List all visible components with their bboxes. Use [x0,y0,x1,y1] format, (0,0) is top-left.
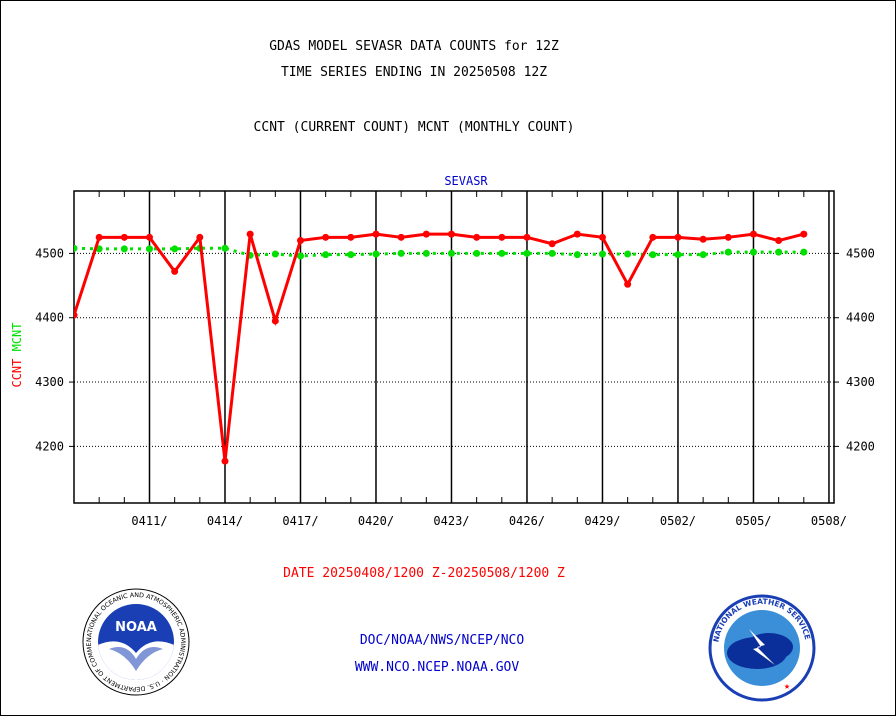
ylabel-ccnt: CCNT [10,351,24,387]
data-point-mcnt [775,248,783,256]
data-point-mcnt [548,249,556,257]
data-point-ccnt [598,233,606,241]
data-point-ccnt [145,233,153,241]
chart-title-line1: GDAS MODEL SEVASR DATA COUNTS for 12Z [269,39,559,54]
data-point-ccnt [221,457,229,465]
x-tick-label: 0417/ [282,514,318,528]
data-point-ccnt [171,267,179,275]
x-tick-label: 0420/ [358,514,394,528]
data-point-mcnt [171,245,179,253]
data-point-mcnt [397,249,405,257]
data-point-mcnt [145,245,153,253]
x-tick-label: 0429/ [584,514,620,528]
data-point-mcnt [749,248,757,256]
data-point-ccnt [498,233,506,241]
y-tick-label-left: 4400 [35,311,64,325]
series-line-ccnt [74,232,805,462]
org-path-label: DOC/NOAA/NWS/NCEP/NCO [359,633,525,648]
data-point-ccnt [196,233,204,241]
data-point-ccnt [724,233,732,241]
data-point-ccnt [749,230,757,238]
data-point-mcnt [447,249,455,257]
data-point-ccnt [447,230,455,238]
data-point-mcnt [221,244,229,252]
series-line-mcnt [74,246,804,258]
y-tick-label-left: 4500 [35,246,64,260]
data-point-ccnt [271,317,279,325]
data-point-ccnt [372,230,380,238]
x-tick-label: 0508/ [811,514,847,528]
data-point-ccnt [473,233,481,241]
data-point-mcnt [422,249,430,257]
x-tick-label: 0505/ [735,514,771,528]
chart-subtitle: CCNT (CURRENT COUNT) MCNT (MONTHLY COUNT… [253,120,575,135]
data-point-mcnt [699,251,707,259]
data-point-ccnt [322,233,330,241]
data-point-ccnt [523,233,531,241]
y-tick-label-left: 4300 [35,375,64,389]
data-point-mcnt [322,251,330,259]
svg-text:★: ★ [784,681,790,692]
y-tick-label-right: 4400 [846,311,875,325]
data-point-mcnt [74,244,78,252]
y-tick-label-left: 4200 [35,439,64,453]
data-point-ccnt [699,235,707,243]
website-label: WWW.NCO.NCEP.NOAA.GOV [354,660,520,675]
date-range-label: DATE 20250408/1200 Z-20250508/1200 Z [283,566,565,581]
chart-title-line2: TIME SERIES ENDING IN 20250508 12Z [280,65,548,80]
data-point-mcnt [347,251,355,259]
data-point-mcnt [624,250,632,258]
data-point-mcnt [598,250,606,258]
x-tick-label: 0502/ [660,514,696,528]
chart-instrument-title: SEVASR [444,174,488,188]
data-point-ccnt [548,240,556,248]
plot-frame [73,190,835,504]
data-point-ccnt [422,230,430,238]
ylabel-mcnt: MCNT [10,322,24,351]
data-point-mcnt [296,252,304,260]
data-point-ccnt [674,233,682,241]
x-tick-label: 0411/ [131,514,167,528]
data-point-ccnt [120,233,128,241]
data-point-mcnt [498,249,506,257]
noaa-word: NOAA [115,620,157,635]
data-point-ccnt [74,311,78,319]
x-tick-label: 0423/ [433,514,469,528]
data-point-ccnt [800,230,808,238]
data-point-mcnt [573,251,581,259]
data-point-ccnt [246,230,254,238]
y-tick-label-right: 4200 [846,439,875,453]
data-point-ccnt [624,280,632,288]
data-point-ccnt [775,237,783,245]
data-point-mcnt [120,245,128,253]
x-tick-label: 0414/ [207,514,243,528]
y-tick-label-right: 4500 [846,246,875,260]
data-point-mcnt [271,250,279,258]
y-axis-label: CCNT MCNT [10,322,24,387]
noaa-logo-icon: NOAA NATIONAL OCEANIC AND ATMOSPHERIC AD… [81,587,190,696]
data-point-mcnt [523,249,531,257]
data-point-ccnt [397,233,405,241]
nws-logo-icon: ★ NATIONAL WEATHER SERVICE [708,594,816,702]
data-point-ccnt [95,233,103,241]
data-point-ccnt [296,237,304,245]
data-point-mcnt [674,251,682,259]
data-point-mcnt [473,249,481,257]
data-point-ccnt [649,233,657,241]
data-point-mcnt [724,248,732,256]
data-point-mcnt [372,250,380,258]
data-point-mcnt [800,248,808,256]
data-point-ccnt [347,233,355,241]
x-tick-label: 0426/ [509,514,545,528]
data-point-mcnt [649,251,657,259]
y-tick-label-right: 4300 [846,375,875,389]
data-point-ccnt [573,230,581,238]
